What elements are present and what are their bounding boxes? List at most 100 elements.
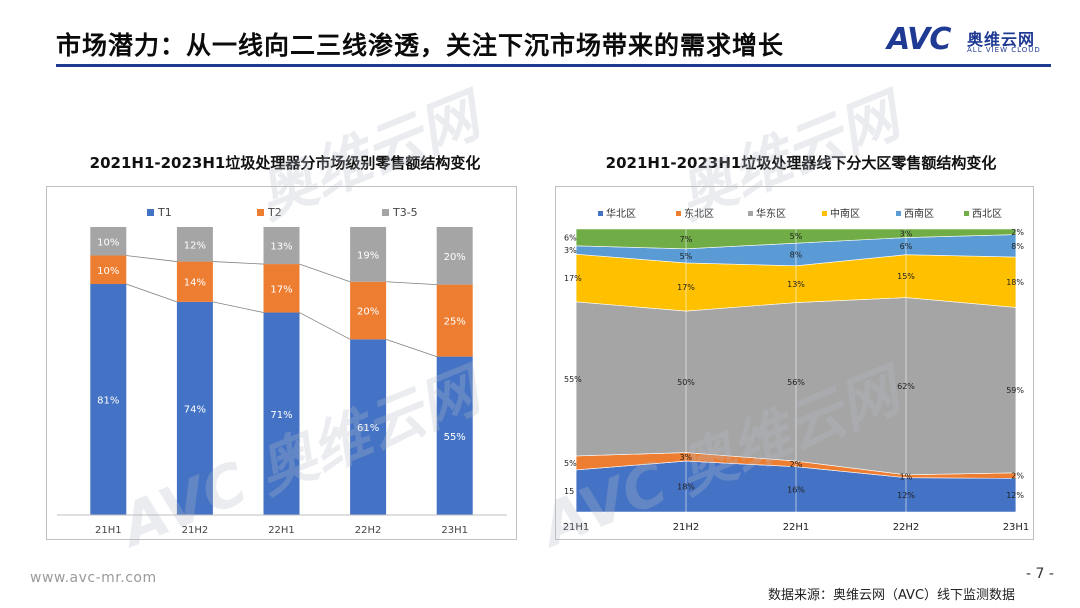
area-label-华北区-23H1: 12% xyxy=(1006,491,1024,500)
legend-label-T2: T2 xyxy=(267,206,282,219)
x-tick-22H1: 22H1 xyxy=(783,522,810,533)
bar-T2-22H2 xyxy=(350,281,387,340)
bar-T2-22H1 xyxy=(263,264,300,313)
area-label-中南区-21H2: 17% xyxy=(677,283,695,292)
data-source: 数据来源：奥维云网（AVC）线下监测数据 xyxy=(768,588,1016,603)
area-label-东北区-22H1: 2% xyxy=(790,460,803,469)
area-label-西北区-21H2: 7% xyxy=(680,235,693,244)
bar-T1-22H1 xyxy=(263,312,300,515)
bar-T3-5-21H2 xyxy=(176,227,213,262)
series-connector-T2 xyxy=(212,261,264,265)
bar-label-T1-23H1: 55% xyxy=(444,432,466,443)
stacked-area-chart: 15 18% 16% 12% 12% 5% 3% 2% 1% 2% 55% 50% 56% 62% 59% 1… xyxy=(563,207,1030,533)
series-connector-T1 xyxy=(126,283,178,303)
bar-T1-23H1 xyxy=(436,356,473,515)
legend-label-T3-5: T3-5 xyxy=(392,206,418,219)
area-label-华北区-22H1: 16% xyxy=(787,485,805,494)
legend-label-中南区: 中南区 xyxy=(830,207,860,220)
bar-label-T1-22H1: 71% xyxy=(270,410,292,421)
bar-T3-5-23H1 xyxy=(436,227,473,285)
area-label-东北区-21H2: 3% xyxy=(680,453,693,462)
x-tick-21H1: 21H1 xyxy=(563,522,590,533)
legend-swatch-中南区 xyxy=(822,211,827,216)
logo-chinese-name: 奥维云网 xyxy=(967,30,1036,49)
title-divider xyxy=(56,64,1051,67)
chart2-frame: 15 18% 16% 12% 12% 5% 3% 2% 1% 2% 55% 50% 56% 62% 59% 1… xyxy=(555,186,1034,540)
x-tick-22H2: 22H2 xyxy=(355,525,382,536)
bar-T1-22H2 xyxy=(350,339,387,515)
series-connector-T2 xyxy=(299,263,351,283)
series-connector-T1 xyxy=(299,312,351,340)
legend-label-西北区: 西北区 xyxy=(972,208,1002,220)
area-label-西南区-21H1: 3% xyxy=(564,246,577,255)
legend-swatch-西北区 xyxy=(964,211,969,216)
area-label-中南区-21H1: 17% xyxy=(564,274,582,283)
legend-swatch-东北区 xyxy=(676,211,681,216)
area-label-西北区-22H2: 3% xyxy=(900,229,913,238)
area-label-华北区-21H2: 18% xyxy=(677,483,695,492)
area-label-华东区-21H1: 55% xyxy=(564,375,582,384)
x-tick-23H1: 23H1 xyxy=(1003,522,1030,533)
bar-label-T1-22H2: 61% xyxy=(357,423,379,434)
bar-label-T2-22H1: 17% xyxy=(270,284,292,295)
area-label-华北区-21H1: 15 xyxy=(564,487,574,496)
legend-swatch-华北区 xyxy=(598,211,603,216)
area-label-华东区-22H2: 62% xyxy=(897,382,915,391)
area-label-东北区-22H2: 1% xyxy=(900,472,913,481)
area-label-华东区-23H1: 59% xyxy=(1006,386,1024,395)
page-number: - 7 - xyxy=(1026,566,1054,582)
area-label-西北区-23H1: 2% xyxy=(1011,228,1024,237)
bar-label-T2-22H2: 20% xyxy=(357,307,379,318)
legend-swatch-T1 xyxy=(147,209,154,216)
bar-label-T3-5-23H1: 20% xyxy=(444,252,466,263)
area-label-东北区-21H1: 5% xyxy=(564,459,577,468)
series-connector-T1 xyxy=(385,338,437,357)
area-label-华北区-22H2: 12% xyxy=(897,491,915,500)
area-label-中南区-23H1: 18% xyxy=(1006,278,1024,287)
bar-label-T3-5-22H1: 13% xyxy=(270,242,292,253)
legend-label-华北区: 华北区 xyxy=(606,207,636,220)
bar-T2-21H1 xyxy=(90,255,127,285)
legend-swatch-华东区 xyxy=(748,211,753,216)
area-label-华东区-22H1: 56% xyxy=(787,378,805,387)
area-label-西南区-21H2: 5% xyxy=(680,252,693,261)
x-tick-22H2: 22H2 xyxy=(893,522,920,533)
area-label-西南区-22H2: 6% xyxy=(900,242,913,251)
area-label-西北区-21H1: 6% xyxy=(564,233,577,242)
x-tick-21H1: 21H1 xyxy=(95,525,122,536)
bar-label-T1-21H2: 74% xyxy=(184,404,206,415)
legend-label-华东区: 华东区 xyxy=(756,207,786,220)
bar-label-T3-5-21H2: 12% xyxy=(184,240,206,251)
bar-label-T2-21H2: 14% xyxy=(184,278,206,289)
legend-swatch-西南区 xyxy=(896,211,901,216)
chart2-title: 2021H1-2023H1垃圾处理器线下分大区零售额结构变化 xyxy=(605,154,997,172)
x-tick-21H2: 21H2 xyxy=(673,522,700,533)
legend-label-西南区: 西南区 xyxy=(904,207,934,220)
bar-label-T2-23H1: 25% xyxy=(444,317,466,328)
area-label-中南区-22H1: 13% xyxy=(787,280,805,289)
chart1-title: 2021H1-2023H1垃圾处理器分市场级别零售额结构变化 xyxy=(89,154,481,172)
series-connector-T2 xyxy=(126,255,177,262)
bar-T2-23H1 xyxy=(436,284,473,357)
bar-T3-5-22H1 xyxy=(263,227,300,265)
bar-T3-5-22H2 xyxy=(350,227,387,282)
bar-T1-21H2 xyxy=(176,301,213,515)
logo-mark: AVC xyxy=(887,22,951,57)
bar-label-T1-21H1: 81% xyxy=(97,396,119,407)
bar-T3-5-21H1 xyxy=(90,227,127,256)
bar-label-T3-5-21H1: 10% xyxy=(97,237,119,248)
area-label-西北区-22H1: 5% xyxy=(790,232,803,241)
brand-logo: AVC 奥维云网 ALL VIEW CLOUD xyxy=(887,24,1057,58)
series-connector-T1 xyxy=(212,301,264,313)
series-connector-T2 xyxy=(386,281,437,285)
legend-swatch-T3-5 xyxy=(382,209,389,216)
legend-label-T1: T1 xyxy=(157,206,172,219)
page-title: 市场潜力：从一线向二三线渗透，关注下沉市场带来的需求增长 xyxy=(56,31,785,60)
bar-label-T2-21H1: 10% xyxy=(97,266,119,277)
x-tick-22H1: 22H1 xyxy=(268,525,295,536)
footer-url: www.avc-mr.com xyxy=(30,570,157,586)
area-label-中南区-22H2: 15% xyxy=(897,272,915,281)
legend-label-东北区: 东北区 xyxy=(684,207,714,220)
chart1-frame: T1 T2 T3-5 81% 10% 10% 21H1 74% 14% 12% 21H2 71% 17%… xyxy=(46,186,517,540)
bar-T2-21H2 xyxy=(176,261,213,302)
